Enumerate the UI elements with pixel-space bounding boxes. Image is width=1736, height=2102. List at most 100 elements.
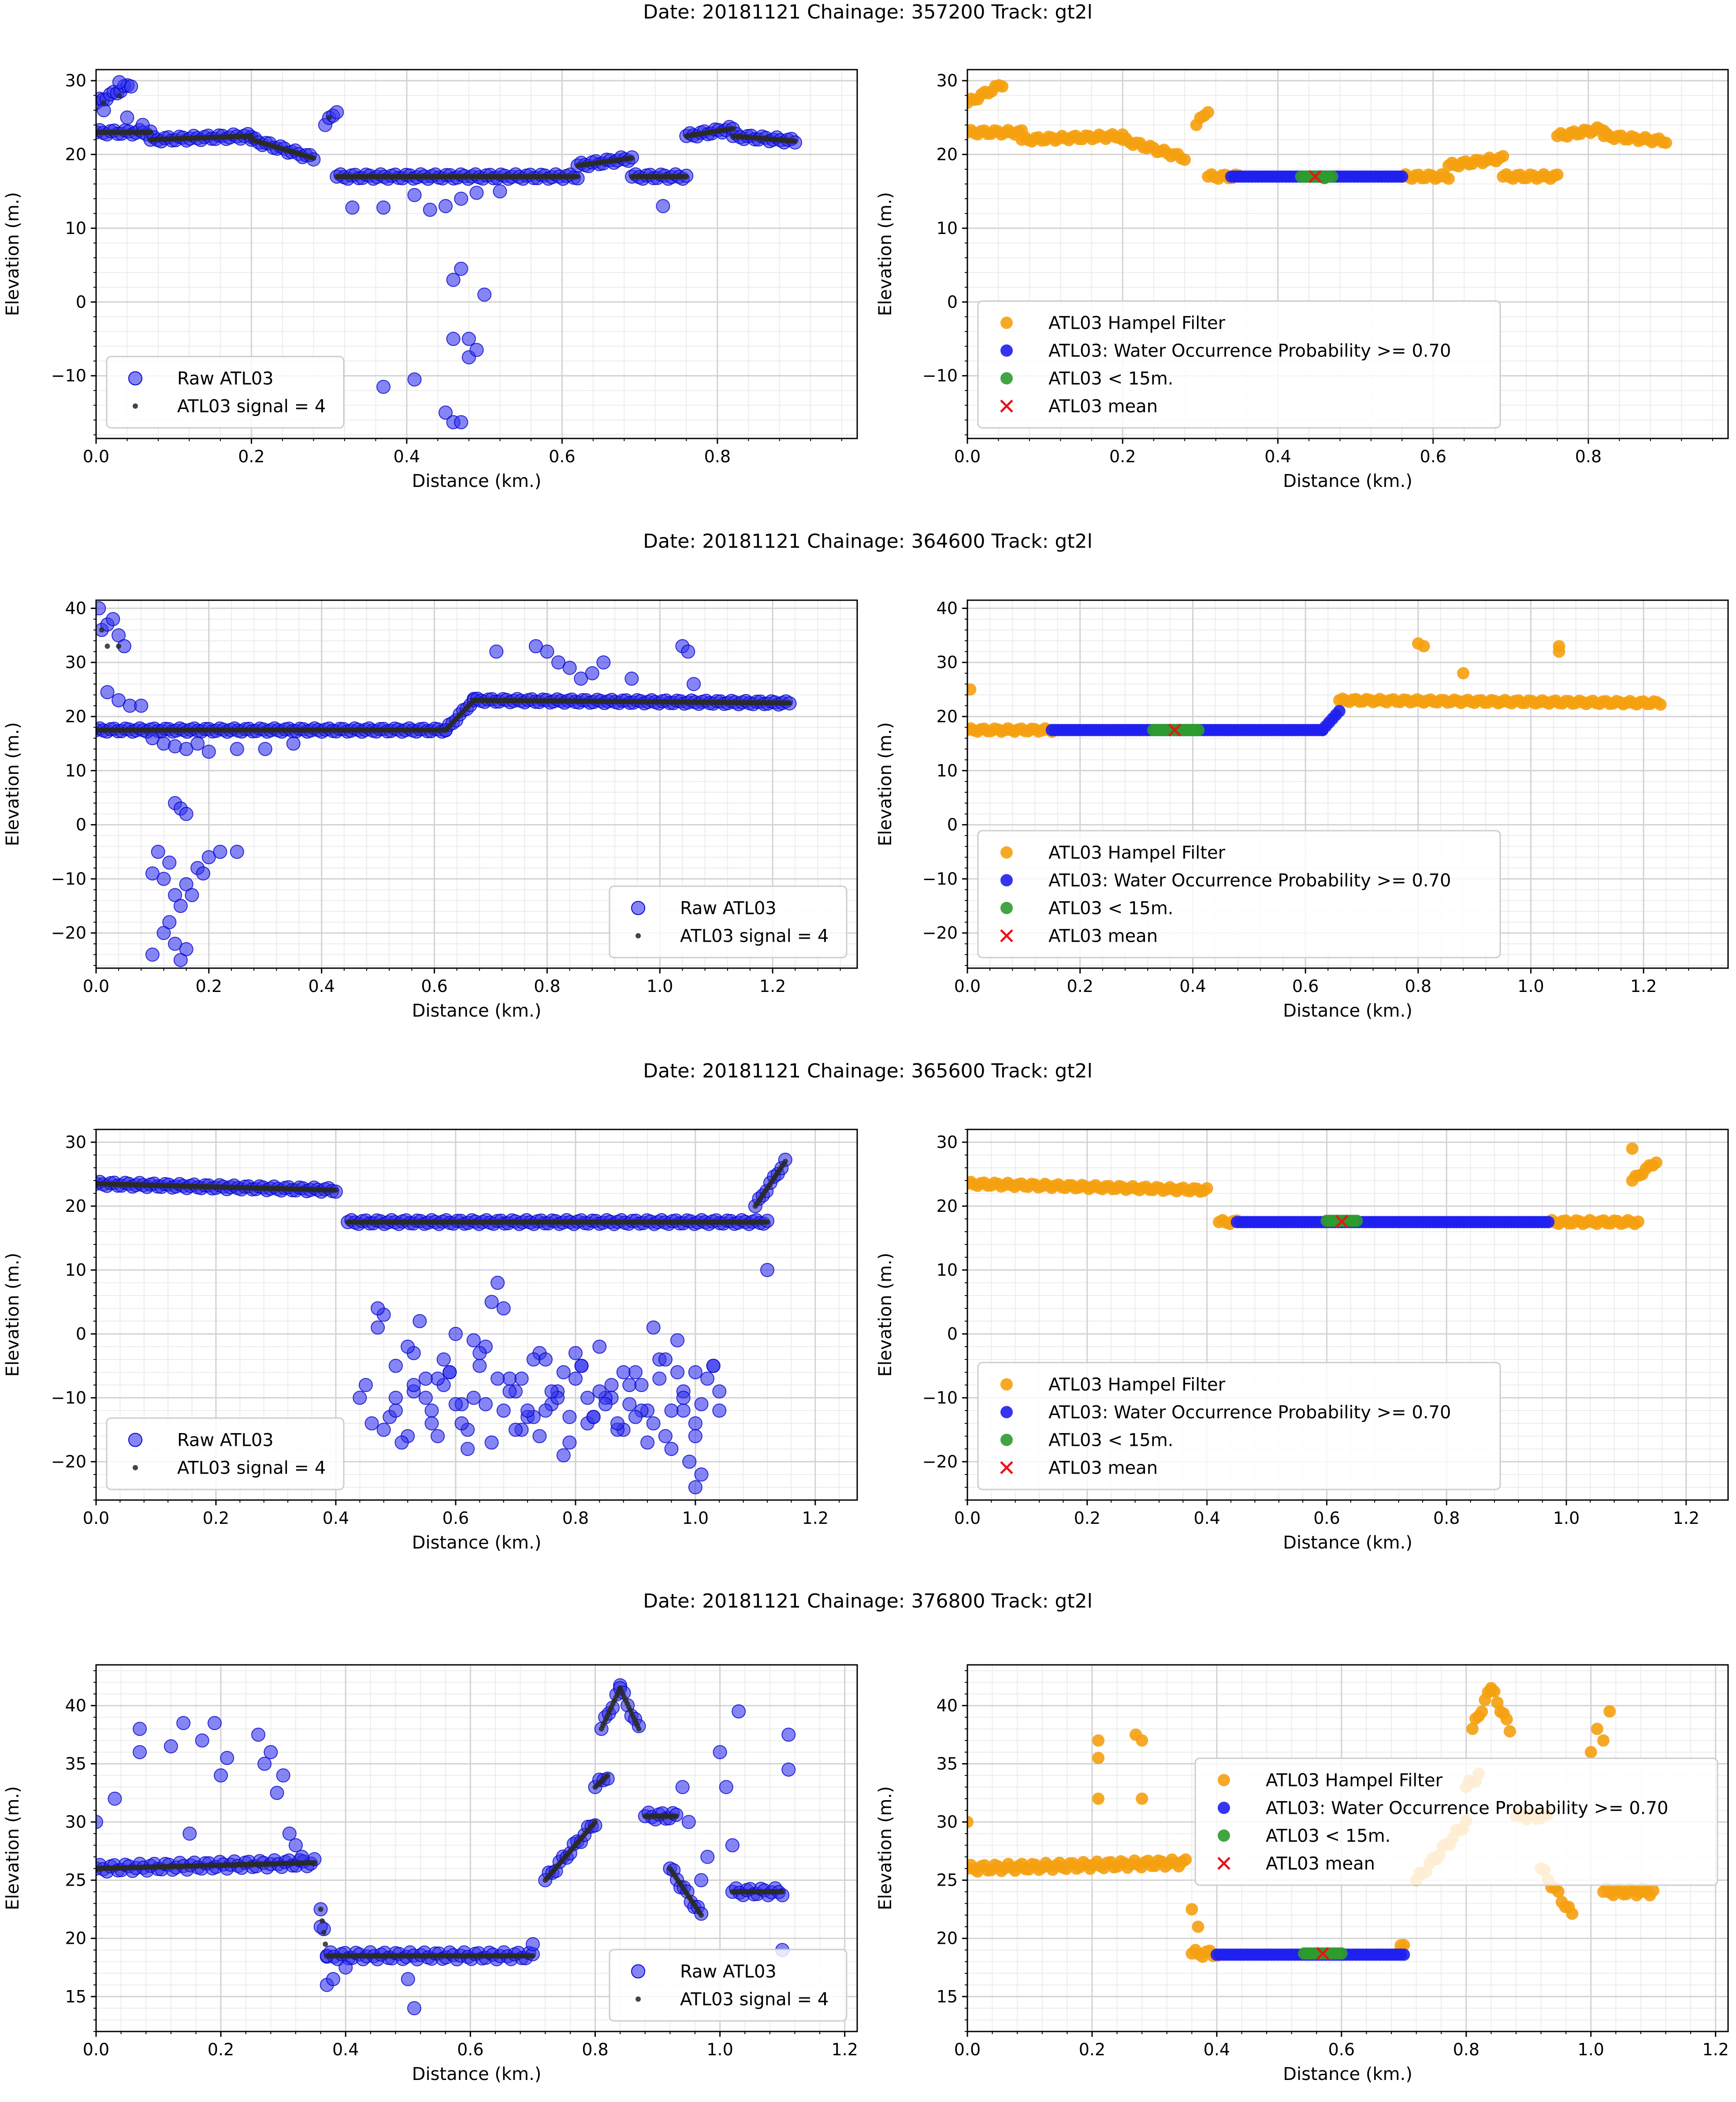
panel-raw: 0.0 0.2 0.4 0.6 0.8 1.0 1.2 15 20 25 30 35 40 Distanc… xyxy=(3,1664,858,2084)
data-point xyxy=(681,1815,696,1829)
data-point xyxy=(491,1276,505,1290)
data-point xyxy=(99,627,104,633)
data-point xyxy=(496,1301,511,1315)
panel-raw: 0.0 0.2 0.4 0.6 0.8 −10 0 10 20 30 Distance (km.) E… xyxy=(3,69,858,491)
data-point xyxy=(682,1455,697,1469)
data-point xyxy=(446,332,461,346)
data-point xyxy=(201,850,216,865)
legend: ATL03 Hampel Filter ATL03: Water Occurren… xyxy=(977,1362,1501,1490)
data-point xyxy=(694,1467,709,1482)
data-point xyxy=(551,655,565,670)
data-point xyxy=(112,75,126,89)
x-tick-label: 0.6 xyxy=(442,1508,469,1528)
data-point xyxy=(732,1704,746,1719)
legend: ATL03 Hampel Filter ATL03: Water Occurren… xyxy=(977,830,1501,958)
series-mean xyxy=(1335,1215,1349,1228)
legend-label: ATL03 signal = 4 xyxy=(680,1990,829,2010)
data-point xyxy=(792,138,798,144)
axes-frame xyxy=(967,69,1729,439)
data-point xyxy=(1442,172,1455,185)
y-tick-label: 0 xyxy=(76,292,86,312)
chart-title: Date: 20181121 Chainage: 365600 Track: g… xyxy=(643,1060,1093,1082)
x-tick-label: 0.4 xyxy=(332,2040,359,2059)
data-point xyxy=(787,700,792,706)
data-point xyxy=(418,1391,433,1405)
y-tick-label: 20 xyxy=(65,1929,86,1948)
x-tick-label: 0.6 xyxy=(421,977,447,996)
axes-frame xyxy=(95,1664,858,2032)
data-point xyxy=(326,1972,340,1987)
data-point xyxy=(196,866,211,881)
data-point xyxy=(725,1838,740,1853)
data-point xyxy=(156,872,171,886)
series-mean xyxy=(1309,170,1322,183)
legend: Raw ATL03 ATL03 signal = 4 xyxy=(609,885,848,958)
x-tick-label: 1.2 xyxy=(802,1508,829,1528)
legend-marker-signal xyxy=(133,1465,138,1471)
y-tick-label: −20 xyxy=(922,923,958,943)
data-layer xyxy=(967,1142,1662,1230)
panel-filtered: 0.0 0.2 0.4 0.6 0.8 −10 0 10 20 30 Distance (km.) E… xyxy=(875,69,1729,491)
series-signal xyxy=(96,1159,788,1225)
x-tick-label: 0.6 xyxy=(457,2040,483,2059)
data-point xyxy=(145,947,160,962)
legend-marker-signal xyxy=(636,1996,641,2002)
data-point xyxy=(628,1410,643,1424)
x-tick-label: 1.2 xyxy=(1630,977,1657,996)
y-tick-label: −10 xyxy=(51,869,86,888)
data-point xyxy=(544,1384,559,1399)
data-point xyxy=(401,1340,415,1354)
data-point xyxy=(592,1384,607,1399)
y-tick-label: 15 xyxy=(65,1987,86,2006)
data-point xyxy=(371,1320,385,1335)
series-signal xyxy=(96,1685,785,1959)
y-tick-label: 10 xyxy=(65,219,86,238)
data-point xyxy=(622,1397,637,1411)
y-tick-label: 40 xyxy=(65,1696,86,1715)
y-tick-label: 40 xyxy=(937,598,958,618)
data-point xyxy=(1650,1156,1662,1169)
legend-label: ATL03 mean xyxy=(1048,1458,1158,1478)
data-point xyxy=(585,666,599,680)
data-point xyxy=(996,80,1009,93)
data-point xyxy=(556,1365,571,1379)
y-tick-label: 20 xyxy=(937,707,958,726)
data-point xyxy=(407,372,422,387)
y-tick-label: 10 xyxy=(937,1260,958,1280)
data-point xyxy=(454,415,468,430)
data-point xyxy=(664,1442,679,1456)
data-point xyxy=(592,1340,607,1354)
legend-label: ATL03 signal = 4 xyxy=(177,1458,326,1478)
data-point xyxy=(133,1745,147,1760)
legend-label: ATL03 Hampel Filter xyxy=(1048,313,1226,334)
data-point xyxy=(258,742,272,756)
y-tick-label: 20 xyxy=(65,707,86,726)
data-point xyxy=(424,1404,439,1418)
data-point xyxy=(116,643,122,649)
data-point xyxy=(765,1219,770,1225)
data-point xyxy=(249,133,254,139)
x-axis-label: Distance (km.) xyxy=(1283,1533,1413,1553)
data-point xyxy=(469,343,484,357)
y-tick-label: 20 xyxy=(65,1196,86,1216)
data-point xyxy=(439,405,453,420)
legend-marker-lt15 xyxy=(1000,902,1013,914)
data-point xyxy=(658,1352,673,1367)
legend: Raw ATL03 ATL03 signal = 4 xyxy=(609,1949,848,2022)
data-point xyxy=(540,644,554,659)
data-point xyxy=(640,1435,655,1450)
legend-label: ATL03 Hampel Filter xyxy=(1048,1375,1226,1395)
data-point xyxy=(574,672,588,686)
data-point xyxy=(706,1359,721,1373)
legend-marker-hampel xyxy=(1000,846,1013,859)
data-point xyxy=(333,1187,338,1193)
data-point xyxy=(288,1838,303,1853)
x-tick-label: 0.2 xyxy=(208,2040,234,2059)
data-point xyxy=(1626,1142,1639,1155)
chart-title: Date: 20181121 Chainage: 376800 Track: g… xyxy=(643,1590,1093,1612)
chart-row-1: Date: 20181121 Chainage: 357200 Track: g… xyxy=(3,1,1729,491)
data-point xyxy=(538,1404,553,1418)
chart-title: Date: 20181121 Chainage: 364600 Track: g… xyxy=(643,530,1093,553)
x-tick-label: 0.4 xyxy=(323,1508,349,1528)
data-point xyxy=(454,1416,469,1430)
